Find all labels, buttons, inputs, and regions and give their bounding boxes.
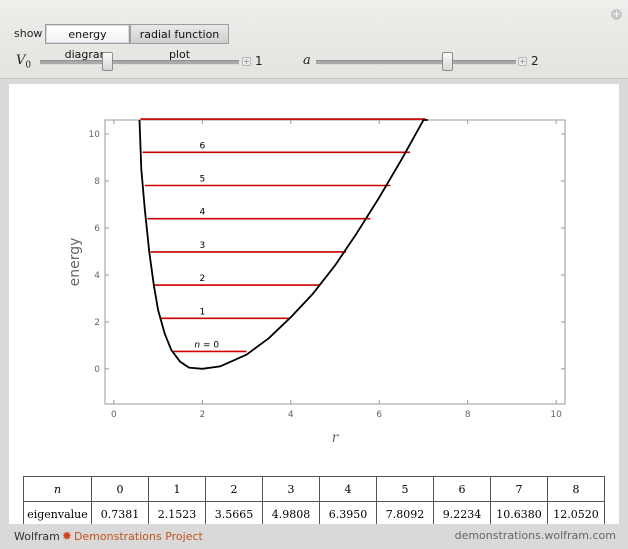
v0-slider-expand-icon[interactable]: + [242, 57, 251, 66]
y-tick-label: 2 [94, 318, 100, 328]
table-cell: 12.0520 [547, 501, 605, 527]
x-tick-label: 8 [465, 410, 471, 420]
energy-level-label: 2 [199, 274, 205, 284]
table-cell: 6 [433, 476, 491, 502]
table-cell: 7 [490, 476, 548, 502]
x-tick-label: 6 [376, 410, 382, 420]
energy-diagram-plot: 0 2 4 6 8 10 0 2 4 6 8 10 r energy n = 0 1 2 3 4 5 6 [67, 118, 566, 446]
v0-slider-value: 1 [255, 54, 263, 68]
table-cell: 4 [319, 476, 377, 502]
y-tick-label: 0 [94, 365, 100, 375]
table-cell: 2 [205, 476, 263, 502]
a-slider-label: a [303, 53, 311, 68]
table-cell: 6.3950 [319, 501, 377, 527]
table-header-row: n 0 1 2 3 4 5 6 7 8 [23, 476, 605, 502]
energy-level-label: 1 [199, 307, 205, 317]
show-label: show [14, 27, 43, 40]
x-tick-label: 4 [288, 410, 294, 420]
eigenvalue-table: n 0 1 2 3 4 5 6 7 8 eigenvalue 0.7381 2.… [23, 476, 605, 527]
table-cell: 3.5665 [205, 501, 263, 527]
energy-level-label: 5 [199, 175, 205, 185]
footer-url[interactable]: demonstrations.wolfram.com [454, 529, 616, 542]
wolfram-spikey-icon: ✹ [61, 529, 72, 543]
x-tick-label: 2 [199, 410, 205, 420]
x-tick-label: 0 [111, 410, 117, 420]
energy-level-label: 6 [199, 141, 205, 151]
tab-energy-diagram[interactable]: energy diagram [45, 24, 130, 61]
x-tick-label: 10 [550, 410, 562, 420]
y-tick-label: 4 [94, 271, 100, 281]
brand-name: Wolfram [14, 530, 60, 543]
table-header-label: n [23, 476, 92, 502]
y-tick-label: 8 [94, 177, 100, 187]
table-cell: 5 [376, 476, 434, 502]
energy-level-label: n = 0 [194, 340, 219, 350]
table-cell: 8 [547, 476, 605, 502]
tab-radial-function-plot[interactable]: radial function plot [130, 24, 229, 61]
plot-frame [104, 119, 566, 405]
table-cell: 10.6380 [490, 501, 548, 527]
a-slider-expand-icon[interactable]: + [518, 57, 527, 66]
table-cell: 1 [148, 476, 206, 502]
a-slider-thumb[interactable] [442, 52, 453, 71]
y-tick-label: 10 [89, 130, 101, 140]
a-slider-value: 2 [531, 54, 539, 68]
x-axis-label: r [332, 430, 340, 446]
table-cell: 3 [262, 476, 320, 502]
table-cell: 0 [91, 476, 149, 502]
project-name: Demonstrations Project [73, 530, 203, 543]
table-cell: 4.9808 [262, 501, 320, 527]
table-cell: 9.2234 [433, 501, 491, 527]
table-row-label: eigenvalue [23, 501, 92, 527]
a-slider-track[interactable] [316, 60, 516, 65]
wolfram-brand[interactable]: Wolfram ✹ Demonstrations Project [14, 529, 203, 543]
y-tick-label: 6 [94, 224, 100, 234]
potential-curve [138, 119, 428, 370]
y-axis-label: energy [67, 238, 83, 287]
v0-slider-track[interactable] [40, 60, 239, 65]
energy-level-label: 4 [199, 208, 205, 218]
footer: Wolfram ✹ Demonstrations Project demonstra… [0, 524, 628, 549]
control-panel: + show energy diagram radial function pl… [0, 0, 628, 79]
v0-slider-thumb[interactable] [102, 52, 113, 71]
v0-slider-label: V0 [16, 53, 32, 71]
expand-plus-icon[interactable]: + [611, 9, 622, 20]
table-row: eigenvalue 0.7381 2.1523 3.5665 4.9808 6… [23, 501, 605, 527]
table-cell: 2.1523 [148, 501, 206, 527]
energy-level-label: 3 [199, 241, 205, 251]
table-cell: 0.7381 [91, 501, 149, 527]
table-cell: 7.8092 [376, 501, 434, 527]
